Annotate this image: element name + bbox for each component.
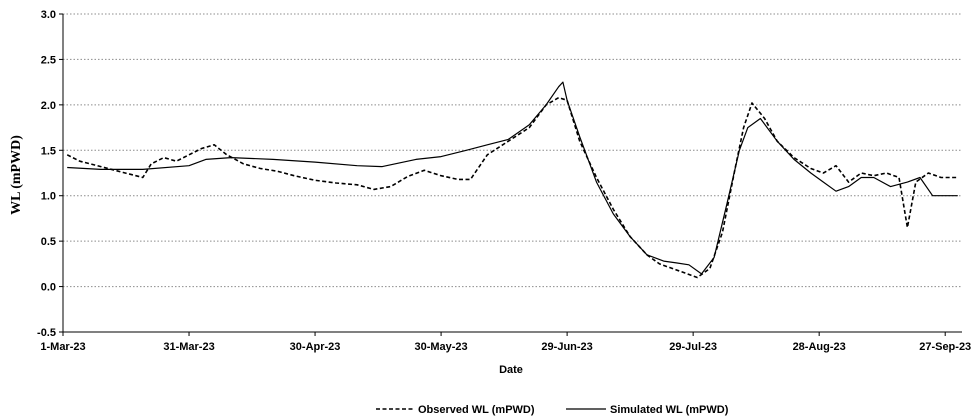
y-axis-title: WL (mPWD) xyxy=(9,135,24,215)
x-tick-label-7: 27-Sep-23 xyxy=(919,341,971,353)
x-tick-label-0: 1-Mar-23 xyxy=(40,341,85,353)
x-tick-label-1: 31-Mar-23 xyxy=(163,341,214,353)
x-tick-label-3: 30-May-23 xyxy=(414,341,467,353)
x-axis-title: Date xyxy=(499,364,523,376)
y-tick-label-7: 3.0 xyxy=(41,9,56,21)
series-observed-line xyxy=(66,96,958,279)
legend-label-simulated: Simulated WL (mPWD) xyxy=(610,404,729,416)
x-tick-label-4: 29-Jun-23 xyxy=(541,341,592,353)
y-tick-label-0: -0.5 xyxy=(37,327,56,339)
y-tick-label-4: 1.5 xyxy=(41,145,56,157)
legend: Observed WL (mPWD) Simulated WL (mPWD) xyxy=(376,404,729,416)
gridlines xyxy=(63,13,962,288)
series-layer xyxy=(66,81,958,279)
x-axis: 1-Mar-23 31-Mar-23 30-Apr-23 30-May-23 29-Ju… xyxy=(40,331,971,353)
y-tick-label-1: 0.0 xyxy=(41,282,56,294)
x-tick-label-2: 30-Apr-23 xyxy=(290,341,341,353)
y-tick-label-2: 0.5 xyxy=(41,236,56,248)
x-tick-label-5: 29-Jul-23 xyxy=(669,341,717,353)
y-tick-label-3: 1.0 xyxy=(41,191,56,203)
x-tick-label-6: 28-Aug-23 xyxy=(793,341,846,353)
series-simulated-line xyxy=(67,81,958,275)
legend-label-observed: Observed WL (mPWD) xyxy=(418,404,535,416)
y-tick-label-5: 2.0 xyxy=(41,100,56,112)
y-axis: -0.5 0.0 0.5 1.0 1.5 2.0 2.5 3.0 xyxy=(37,9,64,339)
y-tick-label-6: 2.5 xyxy=(41,54,56,66)
